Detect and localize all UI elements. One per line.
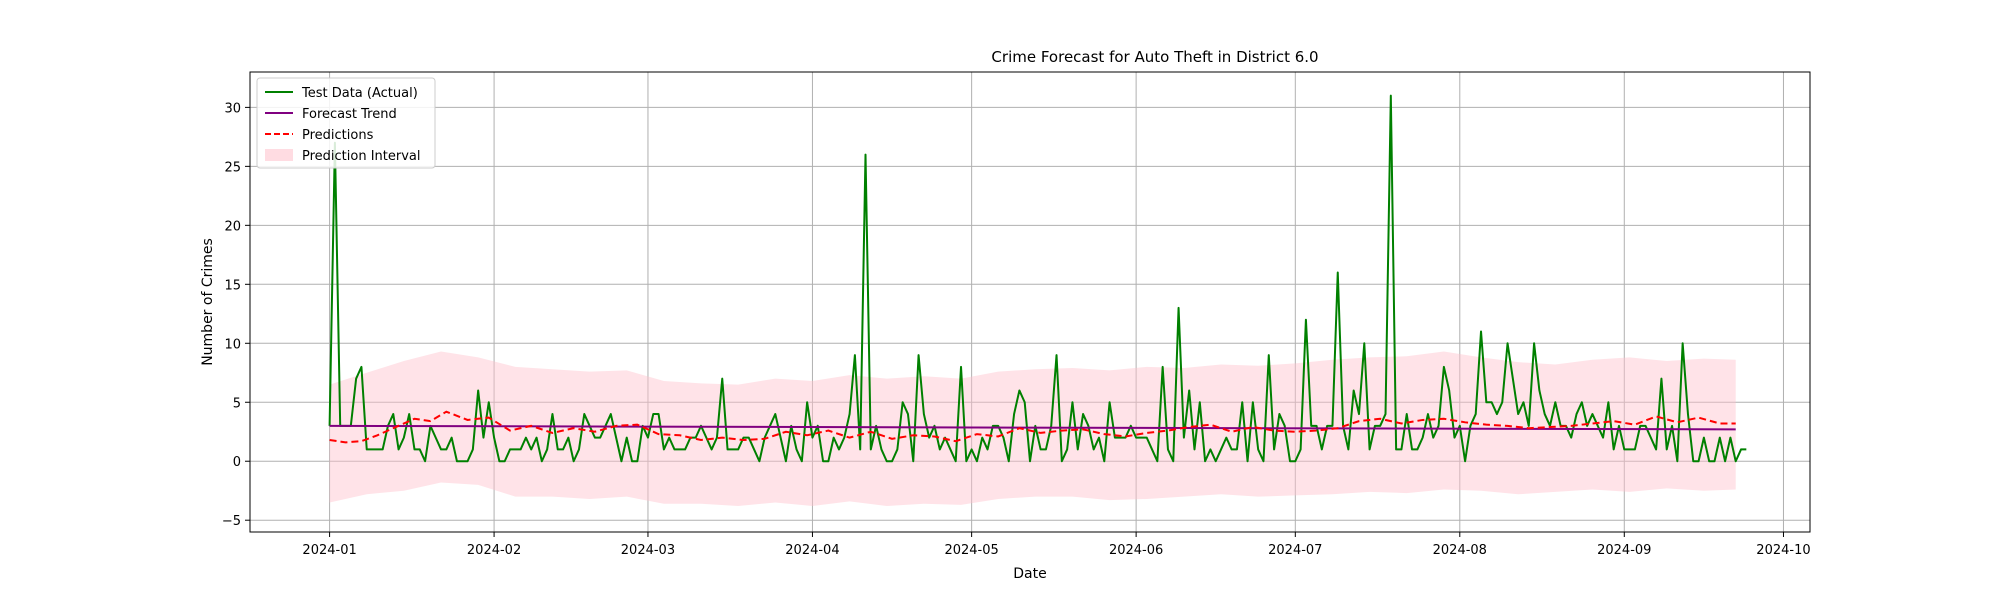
x-axis-ticks: 2024-01 2024-02 2024-03 2024-04 2024-05 2024-… xyxy=(302,532,1811,558)
y-tick-label: 10 xyxy=(224,337,241,352)
prediction-interval-area xyxy=(329,351,1736,507)
forecast-trend-line xyxy=(329,424,1736,431)
legend-label: Forecast Trend xyxy=(302,107,397,122)
x-tick-label: 2024-04 xyxy=(785,543,839,558)
legend-label: Predictions xyxy=(302,128,374,143)
x-tick-label: 2024-01 xyxy=(302,543,356,558)
x-tick-label: 2024-06 xyxy=(1109,543,1163,558)
grid xyxy=(250,72,1810,532)
y-tick-label: −5 xyxy=(222,514,241,529)
predictions-line xyxy=(329,410,1736,444)
x-tick-label: 2024-07 xyxy=(1268,543,1322,558)
y-tick-label: 20 xyxy=(224,219,241,234)
legend: Test Data (Actual) Forecast Trend Predicti… xyxy=(256,77,436,169)
legend-label: Prediction Interval xyxy=(302,149,421,164)
y-axis-label: Number of Crimes xyxy=(200,238,216,366)
x-tick-label: 2024-09 xyxy=(1597,543,1651,558)
y-tick-label: 30 xyxy=(224,101,241,116)
plot-frame xyxy=(249,71,1811,533)
legend-label: Test Data (Actual) xyxy=(301,86,418,101)
x-tick-label: 2024-08 xyxy=(1433,543,1487,558)
y-tick-label: 0 xyxy=(233,455,241,470)
chart-title: Crime Forecast for Auto Theft in Distric… xyxy=(991,48,1319,66)
x-tick-label: 2024-05 xyxy=(944,543,998,558)
y-tick-label: 15 xyxy=(224,278,241,293)
series-lines xyxy=(328,94,1747,463)
y-axis-ticks: −5 0 5 10 15 20 25 30 xyxy=(222,101,250,529)
x-axis-label: Date xyxy=(1013,566,1046,582)
legend-swatch-interval xyxy=(265,149,293,161)
x-tick-label: 2024-10 xyxy=(1756,543,1810,558)
y-tick-label: 5 xyxy=(233,396,241,411)
x-tick-label: 2024-03 xyxy=(621,543,675,558)
legend-box xyxy=(256,77,436,169)
x-tick-label: 2024-02 xyxy=(467,543,521,558)
actual-data-line xyxy=(328,94,1747,463)
y-tick-label: 25 xyxy=(224,160,241,175)
prediction-interval-band xyxy=(329,351,1736,507)
